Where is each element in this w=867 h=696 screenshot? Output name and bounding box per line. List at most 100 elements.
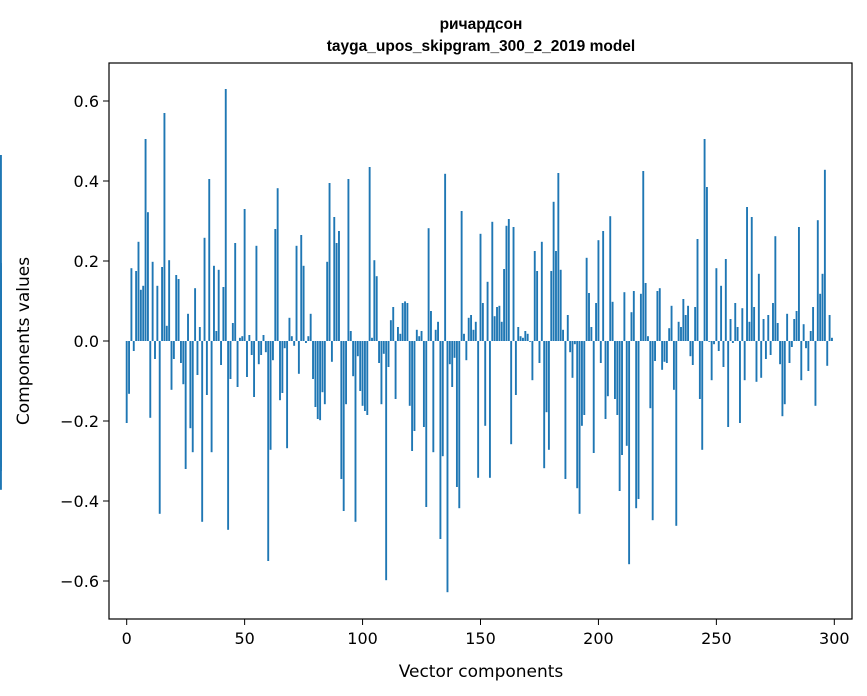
y-axis: −0.6 −0.4 −0.2 0.0 0.2 0.4 0.6: [60, 92, 109, 591]
y-tick-label: −0.4: [60, 492, 99, 511]
bar-component-228: [663, 341, 666, 362]
bar-component-233: [675, 341, 678, 526]
bar-component-241: [694, 307, 697, 341]
bar-component-168: [522, 337, 524, 341]
bar-component-219: [642, 171, 645, 341]
bar-component-298: [828, 315, 831, 341]
bar-component-44: [229, 341, 232, 379]
bar-component-19: [170, 341, 173, 390]
bar-component-169: [524, 331, 527, 341]
bar-component-271: [764, 341, 767, 359]
bar-component-176: [540, 241, 543, 341]
bar-component-135: [444, 173, 447, 341]
bar-component-133: [439, 341, 442, 539]
bar-component-268: [757, 273, 760, 341]
bar-component-199: [595, 303, 598, 341]
bar-component-92: [342, 341, 345, 511]
bar-component-125: [420, 331, 423, 341]
bar-component-75: [302, 265, 305, 341]
bar-component-116: [399, 333, 402, 341]
bar-component-112: [389, 320, 392, 341]
bar-component-130: [432, 341, 435, 453]
bar-component-108: [380, 341, 383, 405]
bar-component-247: [708, 341, 711, 342]
bar-component-265: [750, 217, 753, 341]
bar-component-143: [463, 333, 465, 341]
bar-component-2: [130, 268, 133, 341]
bar-component-121: [411, 341, 414, 451]
bar-component-4: [135, 271, 138, 341]
x-tick-label: 100: [347, 629, 378, 648]
bar-component-102: [366, 341, 369, 415]
y-tick-label: 0.6: [74, 92, 99, 111]
bar-component-250: [715, 268, 718, 341]
bar-component-93: [345, 341, 347, 405]
bar-component-279: [783, 341, 786, 405]
bar-component-197: [590, 327, 593, 341]
bar-component-206: [611, 301, 614, 341]
bar-component-undefined: [0, 155, 2, 341]
bar-component-undefined: [0, 341, 2, 403]
bar-component-45: [231, 323, 234, 341]
bar-component-239: [689, 341, 692, 357]
bar-component-293: [816, 220, 819, 341]
bar-component-99: [359, 341, 362, 391]
bar-component-69: [288, 317, 291, 341]
bar-component-21: [175, 275, 178, 341]
y-tick-label: −0.6: [60, 572, 99, 591]
bar-component-258: [734, 303, 737, 341]
bar-component-79: [312, 341, 314, 379]
bar-component-95: [349, 331, 352, 341]
bar-component-70: [290, 336, 293, 341]
bar-component-253: [722, 341, 725, 367]
bar-component-139: [453, 341, 456, 358]
bar-component-277: [779, 341, 782, 365]
bar-component-191: [576, 341, 579, 489]
bar-component-196: [588, 293, 590, 341]
x-tick-label: 200: [583, 629, 614, 648]
bar-component-278: [781, 341, 784, 417]
bar-component-16: [163, 113, 166, 341]
bar-component-158: [498, 305, 501, 341]
bar-component-74: [300, 235, 303, 341]
bar-component-221: [647, 336, 649, 341]
bar-component-124: [418, 336, 421, 341]
bar-component-141: [458, 341, 461, 509]
bar-component-123: [415, 329, 418, 341]
bar-component-193: [580, 341, 583, 426]
bar-component-245: [703, 139, 706, 341]
bar-component-36: [210, 341, 213, 453]
bar-component-177: [543, 341, 546, 469]
bar-component-290: [809, 331, 812, 341]
bar-component-192: [578, 341, 581, 514]
bar-component-31: [198, 327, 201, 341]
bar-component-262: [743, 341, 746, 381]
bar-component-235: [680, 327, 682, 341]
bar-component-6: [139, 289, 142, 341]
bar-component-174: [536, 271, 539, 341]
bar-component-208: [616, 341, 619, 415]
bar-component-175: [538, 341, 541, 363]
bar-component-254: [724, 259, 727, 341]
bar-component-28: [191, 341, 194, 453]
bar-component-187: [566, 315, 569, 341]
bar-component-8: [144, 139, 147, 341]
bar-component-148: [474, 321, 477, 341]
bar-component-114: [394, 341, 397, 399]
bar-component-202: [602, 231, 605, 341]
bar-component-280: [786, 313, 789, 341]
x-tick-label: 0: [122, 629, 132, 648]
bar-component-100: [361, 341, 364, 406]
bar-component-54: [253, 341, 256, 397]
bar-component-131: [434, 329, 437, 341]
bar-component-157: [496, 307, 498, 341]
bar-component-82: [319, 341, 322, 421]
bar-component-88: [333, 217, 336, 341]
bar-component-136: [446, 341, 449, 593]
bar-component-209: [618, 341, 621, 491]
bar-component-146: [470, 315, 473, 341]
bar-component-111: [387, 341, 390, 367]
bar-component-128: [427, 228, 430, 341]
bar-component-285: [797, 227, 800, 341]
